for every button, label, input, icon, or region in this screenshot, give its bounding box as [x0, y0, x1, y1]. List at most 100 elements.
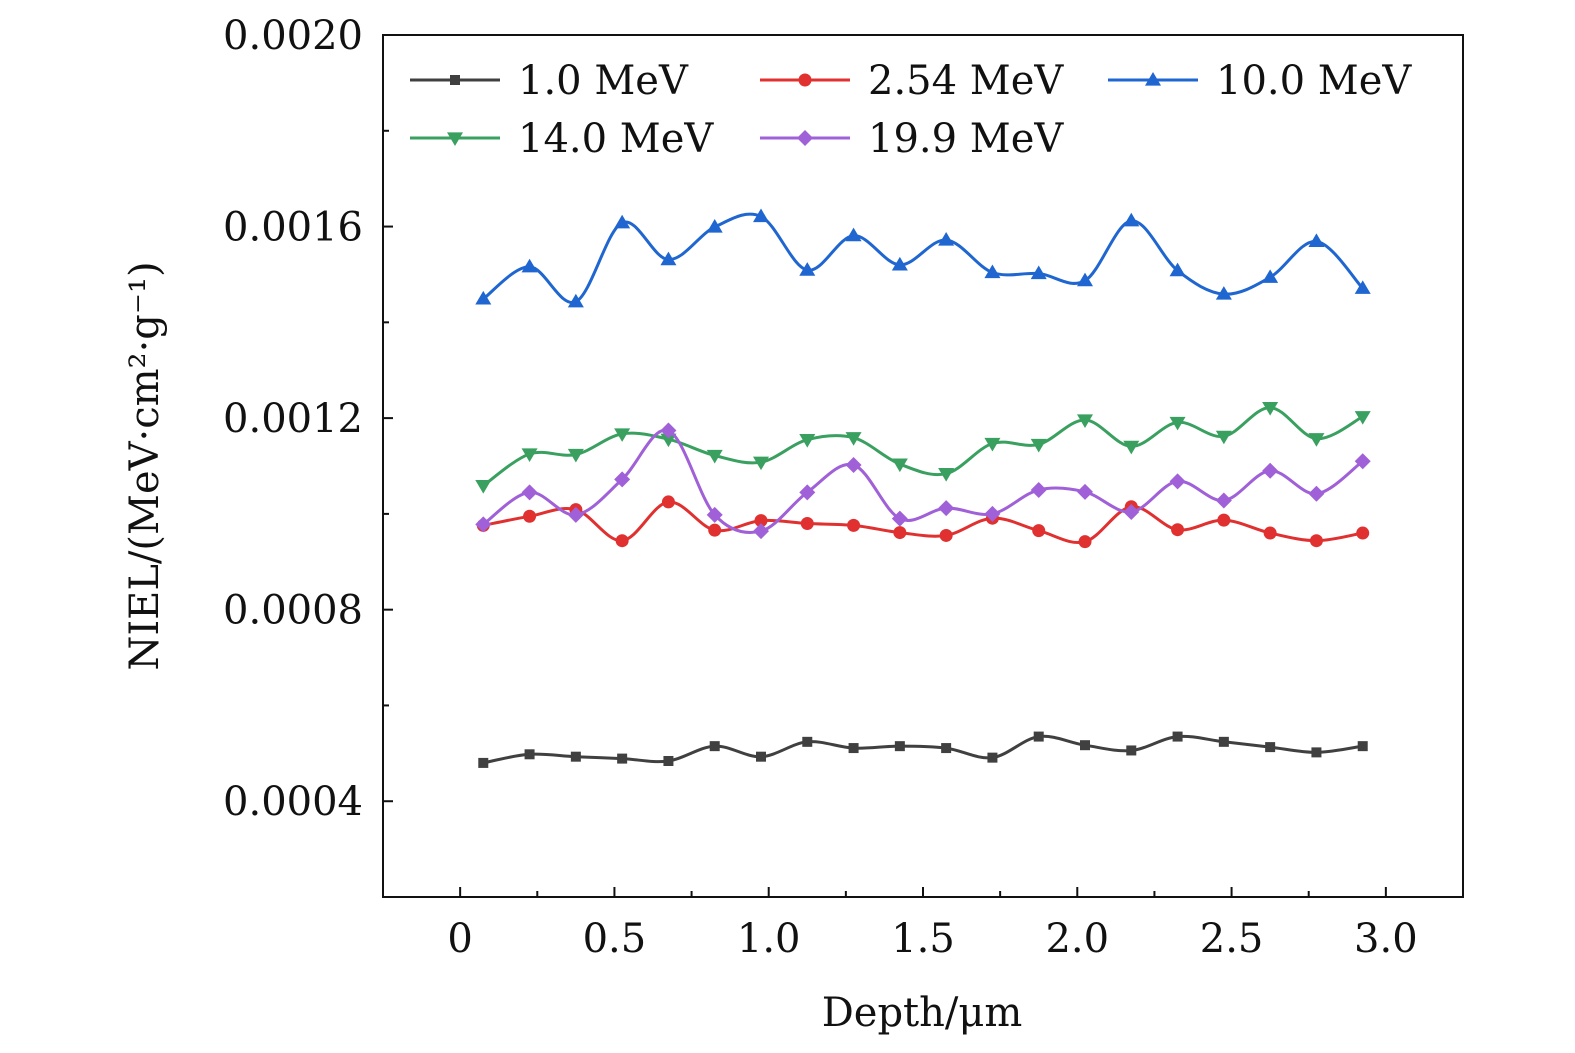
data-point	[660, 433, 677, 448]
data-point	[1263, 526, 1277, 540]
data-point	[847, 518, 861, 532]
data-point	[1311, 747, 1322, 758]
data-point	[1078, 535, 1092, 549]
legend-marker	[798, 73, 812, 87]
data-point	[1080, 740, 1090, 751]
data-point	[1030, 438, 1047, 453]
data-point	[1215, 492, 1232, 509]
series-19-9-mev	[475, 422, 1371, 540]
data-point	[1217, 513, 1231, 527]
data-point	[567, 448, 584, 463]
data-point	[523, 509, 537, 523]
legend-marker	[1145, 72, 1161, 86]
data-point	[1215, 430, 1232, 445]
legend-marker	[797, 130, 813, 146]
data-point	[615, 534, 629, 548]
data-point	[617, 753, 628, 764]
data-point	[1030, 481, 1047, 498]
x-tick-label: 1.5	[891, 916, 955, 962]
data-point	[478, 757, 489, 768]
data-point	[1357, 741, 1368, 752]
data-point	[939, 528, 953, 542]
data-point	[1215, 286, 1232, 300]
data-point	[1308, 233, 1325, 248]
legend-marker	[450, 75, 460, 85]
data-point	[756, 751, 766, 762]
data-point	[1171, 523, 1185, 537]
data-point	[706, 506, 723, 523]
data-point	[708, 523, 722, 537]
data-point	[614, 471, 631, 488]
data-point	[984, 505, 1001, 522]
data-point	[661, 495, 675, 509]
data-point	[521, 448, 538, 463]
data-point	[848, 743, 859, 754]
data-point	[660, 251, 677, 266]
series-layer	[475, 208, 1371, 768]
x-axis: 0 0.5 1.0 1.5 2.0 2.5 3.0	[447, 887, 1418, 962]
data-point	[891, 458, 908, 473]
data-point	[1123, 503, 1140, 520]
data-point	[475, 290, 492, 305]
y-axis-title: NIEL/(MeV·cm²·g⁻¹)	[122, 261, 168, 670]
x-tick-label: 2.5	[1200, 916, 1264, 962]
data-point	[706, 219, 723, 233]
data-point	[1077, 483, 1093, 500]
data-point	[1169, 473, 1186, 490]
series-line-1-0-mev	[483, 734, 1363, 765]
x-tick-label: 2.0	[1045, 916, 1109, 962]
data-point	[1354, 411, 1371, 425]
data-point	[1077, 272, 1093, 287]
data-point	[1262, 269, 1279, 283]
data-point	[1030, 265, 1047, 280]
data-point	[1308, 485, 1325, 502]
data-point	[893, 526, 907, 540]
data-point	[984, 264, 1001, 279]
data-point	[567, 506, 584, 523]
x-tick-label: 3.0	[1354, 916, 1418, 962]
legend-marker	[447, 132, 463, 146]
data-point	[524, 749, 535, 760]
data-point	[845, 227, 862, 242]
data-point	[570, 751, 581, 762]
data-point	[1354, 280, 1371, 294]
x-tick-label: 1.0	[737, 916, 801, 962]
x-tick-label: 0	[447, 916, 472, 962]
data-point	[799, 434, 816, 448]
data-point	[799, 484, 816, 501]
data-point	[845, 457, 862, 474]
legend-item-2-54-mev: 2.54 MeV	[760, 58, 1064, 104]
data-point	[800, 516, 814, 530]
data-point	[1077, 414, 1093, 429]
data-point	[1032, 524, 1046, 538]
data-point	[614, 428, 631, 442]
data-point	[1126, 745, 1137, 756]
legend-label: 10.0 MeV	[1216, 58, 1412, 104]
data-point	[521, 484, 538, 501]
series-14-0-mev	[475, 401, 1371, 494]
data-point	[984, 437, 1001, 452]
data-point	[1169, 416, 1186, 431]
data-point	[753, 523, 769, 540]
legend-label: 1.0 MeV	[518, 58, 689, 104]
legend-label: 2.54 MeV	[868, 58, 1064, 104]
data-point	[706, 449, 723, 464]
data-point	[941, 743, 952, 754]
legend-label: 19.9 MeV	[868, 116, 1064, 162]
y-tick-label: 0.0016	[223, 205, 363, 251]
legend-item-14-0-mev: 14.0 MeV	[410, 116, 714, 162]
series-line-14-0-mev	[482, 406, 1364, 487]
data-point	[938, 231, 955, 246]
data-point	[938, 500, 955, 517]
series-2-54-mev	[476, 495, 1370, 549]
data-point	[1262, 462, 1279, 479]
legend-item-19-9-mev: 19.9 MeV	[760, 116, 1064, 162]
data-point	[475, 480, 492, 494]
series-10-0-mev	[475, 208, 1371, 308]
data-point	[660, 422, 677, 439]
data-point	[845, 432, 862, 446]
data-point	[1354, 453, 1371, 470]
y-tick-label: 0.0020	[223, 13, 363, 59]
data-point	[1033, 731, 1044, 742]
